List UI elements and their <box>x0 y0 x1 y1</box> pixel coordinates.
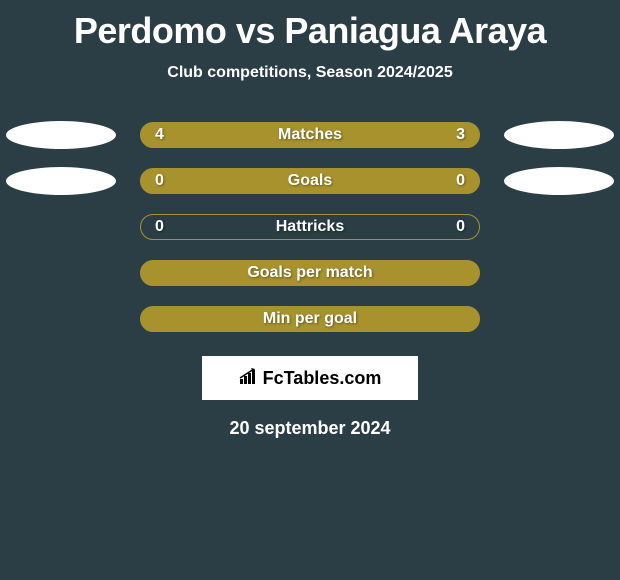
subtitle: Club competitions, Season 2024/2025 <box>167 64 452 82</box>
stat-row: 0 Hattricks 0 <box>0 204 620 250</box>
player-ellipse-right <box>504 167 614 195</box>
stat-value-right: 0 <box>456 172 465 190</box>
player-ellipse-left <box>6 167 116 195</box>
stat-bar: 0 Goals 0 <box>140 168 480 194</box>
logo-box: FcTables.com <box>202 356 418 400</box>
stat-row: 0 Goals 0 <box>0 158 620 204</box>
player-ellipse-right <box>504 121 614 149</box>
stat-label: Min per goal <box>263 310 357 328</box>
stat-value-right: 3 <box>456 126 465 144</box>
player-ellipse-left <box>6 121 116 149</box>
stat-value-left: 0 <box>155 172 164 190</box>
stat-value-right: 0 <box>456 218 465 236</box>
stat-bar: Min per goal <box>140 306 480 332</box>
stat-value-left: 0 <box>155 218 164 236</box>
stat-row: Goals per match <box>0 250 620 296</box>
page-title: Perdomo vs Paniagua Araya <box>74 10 546 52</box>
bar-chart-icon <box>239 367 259 390</box>
stats-container: 4 Matches 3 0 Goals 0 0 Hattricks 0 Goals per mat… <box>0 112 620 342</box>
stat-bar: 0 Hattricks 0 <box>140 214 480 240</box>
stat-bar: Goals per match <box>140 260 480 286</box>
stat-bar: 4 Matches 3 <box>140 122 480 148</box>
comparison-container: Perdomo vs Paniagua Araya Club competiti… <box>0 0 620 449</box>
stat-value-left: 4 <box>155 126 164 144</box>
logo: FcTables.com <box>239 367 382 390</box>
stat-label: Hattricks <box>276 218 344 236</box>
stat-row: Min per goal <box>0 296 620 342</box>
stat-label: Matches <box>278 126 342 144</box>
stat-row: 4 Matches 3 <box>0 112 620 158</box>
date: 20 september 2024 <box>229 418 390 439</box>
logo-text: FcTables.com <box>263 368 382 389</box>
stat-label: Goals <box>288 172 332 190</box>
stat-label: Goals per match <box>247 264 372 282</box>
